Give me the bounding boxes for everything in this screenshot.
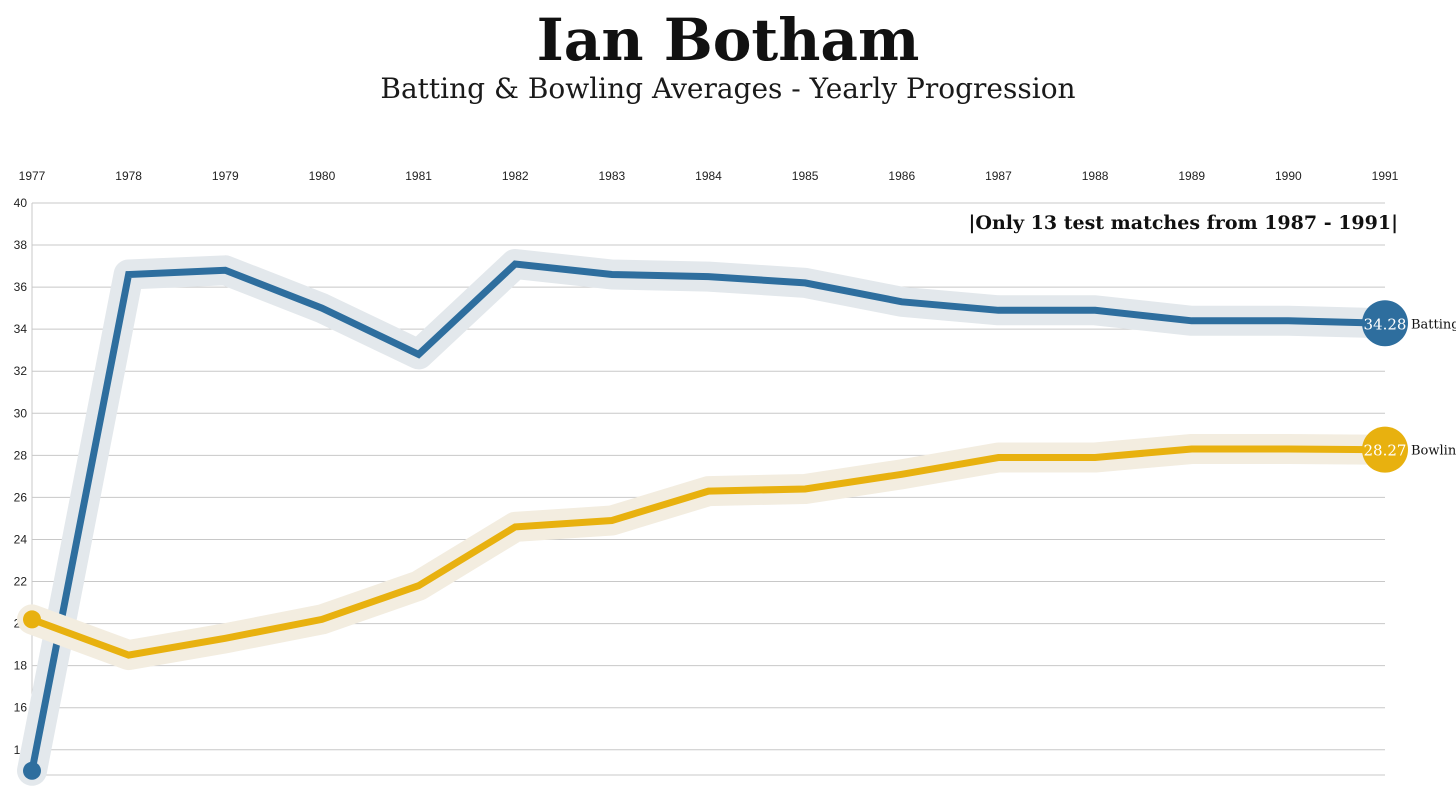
chart-subtitle: Batting & Bowling Averages - Yearly Prog… [380, 72, 1076, 105]
x-tick-label: 1981 [405, 169, 432, 183]
bowling-end-point [1362, 426, 1408, 473]
batting-series-label: Batting [1411, 317, 1456, 332]
series-lines [17, 249, 1400, 786]
y-tick-label: 30 [14, 406, 28, 420]
bowling-end-value-label: 28.27 [1364, 442, 1407, 460]
x-axis-ticks: 1977 1978 1979 1980 1981 1982 1983 1984 1985 1986… [19, 169, 1399, 183]
x-tick-label: 1988 [1082, 169, 1109, 183]
y-tick-label: 40 [14, 196, 28, 210]
x-tick-label: 1982 [502, 169, 529, 183]
batting-series-halo [17, 249, 1400, 786]
bowling-series-halo [17, 434, 1400, 671]
series-markers: 34.28 Batting 28.27 Bowling [23, 300, 1456, 780]
x-tick-label: 1979 [212, 169, 239, 183]
y-tick-label: 28 [14, 448, 28, 462]
x-tick-label: 1986 [888, 169, 915, 183]
chart-title: Ian Botham [536, 6, 920, 74]
x-tick-label: 1980 [309, 169, 336, 183]
x-tick-label: 1984 [695, 169, 722, 183]
x-tick-label: 1977 [19, 169, 46, 183]
y-tick-label: 38 [14, 238, 28, 252]
x-tick-label: 1978 [115, 169, 142, 183]
y-tick-label: 36 [14, 280, 28, 294]
bowling-start-point [23, 610, 41, 629]
y-tick-label: 24 [14, 532, 28, 546]
y-tick-label: 22 [14, 575, 28, 589]
y-tick-label: 34 [14, 322, 28, 336]
x-tick-label: 1985 [792, 169, 819, 183]
x-tick-label: 1987 [985, 169, 1012, 183]
y-tick-label: 18 [14, 659, 28, 673]
bowling-series-line [30, 445, 1386, 659]
batting-series-line [28, 260, 1386, 772]
x-tick-label: 1989 [1178, 169, 1205, 183]
batting-end-point [1362, 300, 1408, 347]
y-tick-label: 26 [14, 490, 28, 504]
y-tick-label: 16 [14, 701, 28, 715]
y-tick-label: 32 [14, 364, 28, 378]
batting-start-point [23, 761, 41, 780]
x-tick-label: 1983 [599, 169, 626, 183]
x-tick-label: 1990 [1275, 169, 1302, 183]
x-tick-label: 1991 [1372, 169, 1399, 183]
bowling-series-label: Bowling [1411, 444, 1456, 459]
batting-end-value-label: 34.28 [1364, 315, 1407, 333]
chart-annotation: |Only 13 test matches from 1987 - 1991| [969, 212, 1399, 234]
